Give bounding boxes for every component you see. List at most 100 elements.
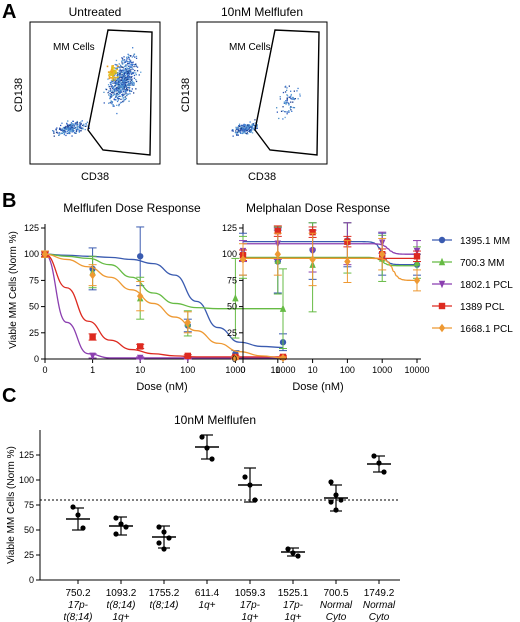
y-tick-label: 75 — [29, 275, 39, 285]
flow-event — [112, 94, 114, 96]
flow-event — [116, 112, 118, 115]
flow-event — [79, 125, 81, 127]
flow-event — [72, 130, 74, 133]
category-label: 700.5 — [323, 588, 348, 599]
flow-event — [247, 130, 249, 132]
flow-event — [248, 127, 250, 129]
flow-event — [120, 76, 122, 79]
flow-event — [118, 70, 120, 72]
flow-event — [123, 96, 125, 99]
flow-event — [118, 73, 121, 75]
flow-event — [70, 126, 72, 129]
panel-label-b: B — [2, 190, 16, 212]
flow-event — [130, 66, 132, 68]
y-tick-label: 50 — [29, 302, 39, 312]
flow-event — [245, 127, 247, 129]
flow-event — [118, 103, 120, 106]
flow-event — [131, 67, 133, 69]
category-sublabel: 1q+ — [242, 612, 259, 622]
flow-event — [125, 86, 128, 88]
x-tick-label: 1 — [90, 365, 95, 375]
data-point — [247, 482, 253, 488]
flow-event — [235, 128, 237, 130]
flow-event — [250, 126, 252, 128]
flow-event — [70, 126, 72, 128]
flow-event — [109, 102, 111, 104]
flow-event — [242, 128, 245, 130]
data-point — [376, 460, 382, 466]
flow-event — [113, 85, 115, 87]
flow-event — [125, 69, 127, 71]
flow-event — [128, 84, 130, 86]
legend-item: 1802.1 PCL — [432, 280, 513, 291]
flow-event — [249, 125, 252, 127]
y-tick-label: 125 — [24, 223, 39, 233]
flow-event — [114, 82, 117, 84]
flow-event — [76, 120, 78, 123]
flow-event — [119, 74, 121, 76]
flow-event — [250, 126, 252, 128]
flow-event — [121, 60, 123, 62]
flow-event — [120, 85, 122, 87]
flow-event — [129, 59, 131, 61]
flow-event — [60, 129, 63, 131]
flow-event — [285, 111, 287, 113]
flow-event — [117, 78, 119, 80]
flow-event — [288, 85, 290, 87]
flow-event — [113, 105, 115, 107]
flow-event — [118, 72, 120, 74]
flow-event — [109, 96, 112, 98]
flow-event — [80, 121, 82, 123]
flow-event — [123, 87, 125, 89]
data-point — [333, 507, 339, 513]
flow-event — [69, 132, 71, 135]
legend-label: 1395.1 MM — [460, 236, 510, 247]
flow-event — [290, 109, 292, 111]
flow-event — [63, 130, 66, 132]
data-point — [438, 280, 446, 289]
category-sublabel: t(8;14) — [64, 612, 93, 622]
flow-event — [129, 93, 131, 95]
data-point — [209, 456, 215, 462]
flow-event — [112, 65, 114, 67]
data-point — [381, 469, 387, 475]
flow-event — [132, 55, 135, 57]
flow-event — [253, 124, 255, 126]
flow-event — [88, 127, 90, 129]
flow-event — [130, 55, 132, 57]
flow-event — [283, 102, 285, 104]
flow-event — [67, 132, 70, 135]
flow-event — [115, 84, 117, 86]
flow-event — [124, 72, 127, 74]
flow-event — [53, 132, 55, 134]
flow-event — [75, 130, 78, 132]
flow-event — [116, 104, 118, 106]
flow-event — [57, 132, 59, 134]
flow-event — [108, 90, 110, 92]
y-tick-label: 0 — [34, 354, 39, 364]
category-sublabel: t(8;14) — [107, 600, 136, 611]
flow-event — [249, 131, 251, 133]
flow-event — [120, 86, 123, 88]
flow-y-label: CD138 — [13, 78, 25, 112]
y-tick-label: 25 — [29, 328, 39, 338]
flow-event — [116, 67, 118, 69]
flow-event — [124, 60, 126, 62]
flow-event — [118, 93, 120, 96]
flow-event — [124, 91, 126, 93]
flow-event — [113, 72, 116, 75]
flow-event — [132, 72, 134, 75]
flow-event — [119, 88, 121, 90]
flow-event — [71, 126, 73, 129]
flow-event — [126, 87, 128, 90]
flow-event — [118, 87, 120, 89]
flow-event — [279, 96, 281, 98]
flow-event — [285, 85, 287, 87]
flow-event — [126, 93, 128, 95]
flow-event — [65, 134, 67, 137]
flow-event — [251, 125, 253, 127]
flow-event — [124, 98, 126, 101]
flow-event — [286, 113, 288, 115]
flow-event — [240, 132, 242, 134]
